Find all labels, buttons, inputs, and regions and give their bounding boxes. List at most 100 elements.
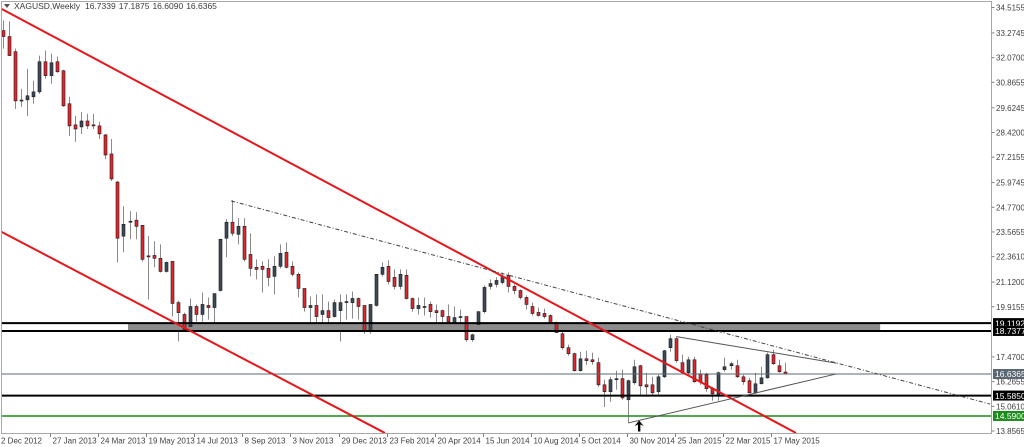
- candle: [536, 307, 541, 317]
- candle-body-bearish: [230, 221, 235, 234]
- candle: [254, 259, 259, 280]
- candle-body-bearish: [560, 333, 565, 349]
- candle-body-bearish: [674, 338, 679, 361]
- candle-body-bearish: [524, 297, 529, 305]
- candle: [578, 351, 583, 372]
- price-axis[interactable]: 34.5155 33.2745 32.0700 30.8655 29.6245 28.42…: [991, 4, 1024, 437]
- candle-body-bullish: [632, 366, 637, 384]
- candle: [434, 304, 439, 332]
- candle-body-bearish: [314, 305, 319, 317]
- candle: [19, 88, 24, 107]
- candle-body-bearish: [2, 30, 6, 37]
- level-label-bg: [993, 325, 1024, 336]
- candle-body-bearish: [440, 310, 445, 317]
- candle: [121, 206, 126, 253]
- lower-channel-line[interactable]: [0, 230, 386, 433]
- candle: [338, 294, 343, 342]
- candle-body-bullish: [278, 253, 283, 267]
- low-value: 16.6090: [152, 1, 184, 11]
- candle: [320, 294, 325, 323]
- candle: [146, 236, 151, 300]
- candle-body-bearish: [85, 120, 90, 127]
- candle: [452, 306, 457, 325]
- candle: [7, 21, 12, 56]
- candle: [13, 48, 18, 109]
- level-label-text: 14.5900: [995, 411, 1024, 421]
- candle-body-bearish: [735, 365, 740, 378]
- time-tick-label: 15 Jun 2014: [486, 437, 531, 446]
- price-tick-label: 29.6245: [996, 104, 1024, 113]
- candle: [747, 377, 752, 394]
- time-tick-label: 23 Feb 2014: [390, 437, 435, 446]
- level-price-label: 14.5900: [993, 410, 1024, 421]
- candle-body-bearish: [176, 302, 181, 313]
- price-tick-label: 25.9745: [996, 179, 1024, 188]
- candle: [380, 262, 385, 277]
- candle-body-bullish: [488, 283, 493, 287]
- upper-channel-line[interactable]: [0, 7, 797, 433]
- candle-body-bearish: [152, 255, 157, 259]
- candle-body-bearish: [109, 153, 114, 180]
- candle-body-bullish: [608, 379, 613, 393]
- candle: [566, 344, 571, 356]
- candle-body-bullish: [668, 338, 673, 349]
- candle: [488, 279, 493, 290]
- time-axis[interactable]: 2 Dec 2012 27 Jan 2013 24 Mar 2013 19 May 2…: [1, 433, 820, 446]
- price-tick-label: 22.3610: [996, 253, 1024, 262]
- time-tick-label: 20 Apr 2014: [438, 437, 482, 446]
- candle-body-bullish: [218, 238, 223, 291]
- time-tick-label: 8 Sep 2013: [245, 437, 286, 446]
- trendlines: [0, 7, 991, 433]
- time-tick-label: 19 May 2013: [149, 437, 196, 446]
- candle: [777, 359, 782, 373]
- candle: [109, 139, 114, 182]
- candle-body-bullish: [200, 304, 205, 315]
- candle: [67, 96, 72, 136]
- candle: [152, 241, 157, 268]
- candle: [73, 115, 78, 142]
- time-tick-label: 2 Dec 2012: [1, 437, 42, 446]
- candle-body-bearish: [55, 61, 60, 73]
- candle-body-bearish: [777, 365, 782, 372]
- candle-body-bearish: [434, 310, 439, 313]
- candle: [224, 219, 229, 258]
- candle: [464, 316, 469, 342]
- candle-body-bearish: [242, 226, 247, 260]
- candle-body-bearish: [115, 181, 120, 239]
- candle-body-bullish: [729, 363, 734, 367]
- candle-body-bearish: [206, 305, 211, 308]
- candle: [194, 304, 199, 322]
- dashed-resistance-line[interactable]: [230, 200, 991, 405]
- candle: [326, 301, 331, 323]
- candle: [398, 269, 403, 290]
- candle: [43, 50, 48, 79]
- candle-body-bearish: [170, 261, 175, 304]
- candle: [783, 362, 788, 375]
- triangle-down-icon[interactable]: [4, 4, 10, 8]
- candle-body-bullish: [79, 120, 84, 128]
- candle-body-bearish: [356, 298, 361, 307]
- candle: [332, 299, 337, 318]
- up-arrow-icon[interactable]: [634, 420, 644, 432]
- candle-body-bearish: [704, 374, 709, 389]
- candle-body-bearish: [296, 274, 301, 289]
- candle-body-bearish: [67, 103, 72, 127]
- candle-body-bearish: [194, 306, 199, 315]
- triangle-lower-line[interactable]: [628, 373, 837, 424]
- candle-body-bearish: [43, 61, 48, 76]
- candle-body-bullish: [320, 310, 325, 315]
- candle: [572, 352, 577, 372]
- candle: [759, 366, 764, 385]
- price-tick-label: 28.4200: [996, 128, 1024, 137]
- candle: [638, 364, 643, 396]
- support-band-fill[interactable]: [128, 323, 881, 331]
- candle: [242, 218, 247, 262]
- candle: [140, 225, 145, 262]
- candle: [128, 211, 133, 240]
- candle: [176, 300, 181, 342]
- candle-body-bearish: [584, 358, 589, 361]
- triangle-upper-line[interactable]: [676, 336, 837, 364]
- candle: [212, 293, 217, 323]
- price-tick-label: 15.0610: [996, 402, 1024, 411]
